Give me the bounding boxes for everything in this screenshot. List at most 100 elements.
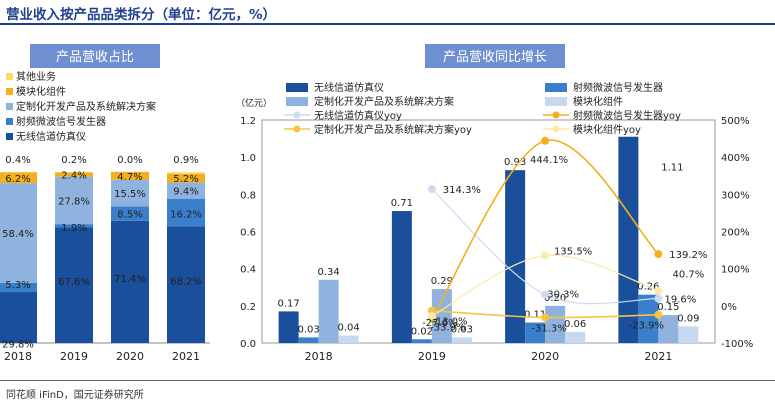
left-bar-segment	[111, 171, 149, 180]
left-bar-segment	[55, 227, 93, 343]
left-bar-segment	[55, 172, 93, 177]
right-bar-label: 0.03	[297, 324, 319, 335]
left-x-tick: 2020	[116, 350, 144, 363]
right-legend-label: 模块化组件	[573, 95, 623, 108]
right-yoy-point	[654, 294, 663, 303]
right-yoy-label: -31.3%	[531, 323, 566, 334]
right-yoy-point	[541, 136, 550, 145]
right-y-tick: 0.4	[240, 265, 256, 276]
left-x-tick: 2021	[172, 350, 200, 363]
right-legend-marker	[552, 111, 560, 119]
left-bar-label: 29.8%	[2, 340, 34, 351]
right-yoy-label: -33.9%	[430, 322, 465, 333]
right-y-tick: 1.2	[240, 116, 256, 127]
left-bar-segment	[167, 226, 205, 343]
left-bar-label: 15.5%	[114, 189, 146, 200]
right-yoy-label: 30.3%	[547, 290, 579, 301]
right-legend-label: 无线信道仿真仪	[314, 81, 384, 94]
right-yoy-label: -23.9%	[629, 321, 664, 332]
charts-canvas: 产品营收占比 产品营收同比增长 其他业务模块化组件定制化开发产品及系统解决方案射…	[0, 44, 753, 363]
left-bar-label: 27.8%	[58, 196, 90, 207]
left-bar-label: 1.9%	[61, 223, 86, 234]
right-legend-swatch	[545, 97, 567, 106]
left-bar-label: 6.2%	[5, 174, 30, 185]
right-bar	[278, 311, 299, 343]
right-bar	[658, 315, 679, 343]
right-bar-label: 0.11	[524, 310, 546, 321]
left-bar-segment	[0, 292, 37, 343]
left-bar-label: 8.5%	[117, 210, 142, 221]
right-x-tick: 2021	[644, 350, 672, 363]
left-bar-label: 16.2%	[170, 210, 202, 221]
right-yoy-point	[654, 250, 663, 259]
right-legend-label: 射频微波信号发生器yoy	[573, 109, 681, 122]
right-bar	[298, 337, 319, 343]
right-bar	[638, 294, 659, 343]
left-bar-label: 5.3%	[5, 280, 30, 291]
right-y2-tick: 0%	[721, 302, 737, 313]
right-bar	[431, 289, 452, 343]
left-bar-label: 71.4%	[114, 274, 146, 285]
right-bar-label: 0.04	[337, 323, 359, 334]
right-chart-title: 产品营收同比增长	[443, 50, 547, 65]
right-bar	[525, 322, 546, 343]
right-legend-swatch	[286, 97, 308, 106]
right-legend-swatch	[286, 83, 308, 92]
right-y-tick: 0.2	[240, 302, 256, 313]
left-bar-label: 58.4%	[2, 229, 34, 240]
left-chart-title: 产品营收占比	[56, 50, 134, 65]
right-y2-tick: 100%	[721, 265, 750, 276]
source-note: 同花顺 iFinD，国元证券研究所	[6, 390, 144, 401]
right-chart-banner: 产品营收同比增长	[425, 44, 565, 68]
right-combo-chart: （亿元） 0.0 0.2 0.4 0.6 0.8 1.0 1.2 -100% 0% 100% 200%…	[236, 81, 753, 363]
page-title: 营业收入按产品品类拆分（单位：亿元，%）	[6, 7, 277, 23]
left-bar-label: 0.2%	[61, 155, 86, 166]
right-yoy-point	[541, 251, 550, 260]
left-bar-segment	[111, 220, 149, 343]
right-bar-label: 0.17	[277, 298, 299, 309]
right-bar	[678, 326, 699, 343]
title-rule	[0, 23, 775, 25]
left-legend-swatch	[6, 118, 13, 125]
left-legend-swatch	[6, 103, 13, 110]
right-yoy-label: 40.7%	[672, 270, 704, 281]
right-bar-label: 0.03	[451, 324, 473, 335]
left-x-tick: 2019	[60, 350, 88, 363]
right-legend-marker	[552, 125, 560, 133]
right-legend-label: 无线信道仿真仪yoy	[314, 109, 402, 122]
left-legend-label: 射频微波信号发生器	[16, 115, 106, 128]
right-yoy-label: 314.3%	[443, 185, 481, 196]
left-bar-label: 0.4%	[5, 155, 30, 166]
right-x-tick: 2018	[305, 350, 333, 363]
right-bar	[411, 339, 432, 343]
right-yoy-label: 444.1%	[530, 155, 568, 166]
right-yoy-label: 19.6%	[664, 295, 696, 306]
right-yoy-label: 135.5%	[554, 246, 592, 257]
left-bar-label: 68.2%	[170, 277, 202, 288]
right-yoy-point	[541, 290, 550, 299]
right-bar	[451, 337, 472, 343]
right-bar	[338, 335, 359, 343]
left-bar-segment	[167, 182, 205, 199]
right-yoy-label: 139.2%	[669, 250, 707, 261]
left-bar-label: 0.9%	[173, 155, 198, 166]
right-legend-swatch	[545, 83, 567, 92]
right-y2-tick: 500%	[721, 116, 750, 127]
right-x-tick: 2019	[418, 350, 446, 363]
right-bar-label: 0.71	[391, 198, 413, 209]
right-yoy-label: -13.0%	[432, 317, 467, 328]
right-bar	[565, 331, 586, 343]
left-bar-label: 2.4%	[61, 171, 86, 182]
right-y-unit: （亿元）	[236, 97, 272, 109]
right-y-tick: 0.8	[240, 190, 256, 201]
left-legend-label: 定制化开发产品及系统解决方案	[16, 100, 156, 113]
right-bar-label: 0.15	[657, 302, 679, 313]
right-plot-frame	[261, 119, 716, 344]
right-bar-label: 0.02	[411, 326, 433, 337]
right-bar-label: 0.34	[317, 267, 339, 278]
right-bar	[505, 170, 526, 343]
left-bar-segment	[167, 198, 205, 227]
left-bar-segment	[111, 206, 149, 221]
right-bar	[391, 211, 412, 343]
left-legend-swatch	[6, 133, 13, 140]
